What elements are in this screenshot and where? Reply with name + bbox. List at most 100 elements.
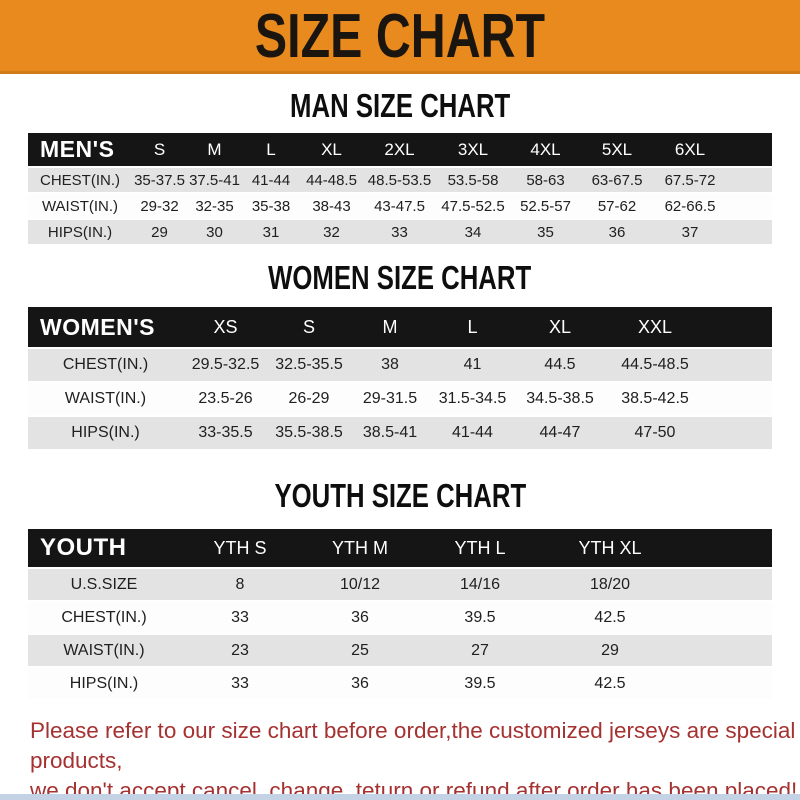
- size-column-header: 3XL: [436, 133, 510, 166]
- size-column-header: XL: [515, 307, 605, 347]
- size-value-cell: 48.5-53.5: [363, 168, 436, 192]
- table-cell-holder: 44.5: [515, 349, 605, 381]
- table-cell-holder: 41-44: [242, 168, 300, 192]
- table-cell-holder: 44-48.5: [300, 168, 363, 192]
- row-filler-cell: [727, 168, 772, 192]
- size-value-cell: 38: [350, 349, 430, 381]
- size-column-header: YTH XL: [540, 529, 680, 567]
- table-cell-holder: 44.5-48.5: [605, 349, 705, 381]
- table-cell-holder: 29: [540, 635, 680, 666]
- table-cell-holder: 42.5: [540, 668, 680, 699]
- size-value-cell: 53.5-58: [436, 168, 510, 192]
- size-value-cell: 29-31.5: [350, 383, 430, 415]
- table-cell-holder: [727, 168, 772, 192]
- size-column-header: M: [187, 133, 242, 166]
- table-cell-holder: WAIST(IN.): [28, 635, 180, 666]
- table-cell-holder: 58-63: [510, 168, 581, 192]
- table-cell-holder: 29-32: [132, 194, 187, 218]
- size-column-header: M: [350, 307, 430, 347]
- size-value-cell: 29.5-32.5: [183, 349, 268, 381]
- size-column-header: XL: [300, 133, 363, 166]
- size-value-cell: 36: [300, 668, 420, 699]
- size-column-header: S: [268, 307, 350, 347]
- row-label: WAIST(IN.): [28, 194, 132, 218]
- table-cell-holder: 10/12: [300, 569, 420, 600]
- row-label: HIPS(IN.): [28, 417, 183, 449]
- row-label: U.S.SIZE: [28, 569, 180, 600]
- table-cell-holder: 44-47: [515, 417, 605, 449]
- size-value-cell: 58-63: [510, 168, 581, 192]
- table-cell-holder: HIPS(IN.): [28, 220, 132, 244]
- size-value-cell: 36: [581, 220, 653, 244]
- table-cell-holder: 25: [300, 635, 420, 666]
- table-cell-holder: 37.5-41: [187, 168, 242, 192]
- row-filler-cell: [680, 635, 772, 666]
- size-value-cell: 41-44: [242, 168, 300, 192]
- table-cell-holder: 33: [363, 220, 436, 244]
- table-cell-holder: 62-66.5: [653, 194, 727, 218]
- size-value-cell: 41-44: [430, 417, 515, 449]
- table-cell-holder: 63-67.5: [581, 168, 653, 192]
- size-value-cell: 32.5-35.5: [268, 349, 350, 381]
- table-cell-holder: CHEST(IN.): [28, 602, 180, 633]
- size-table: YOUTH YTH S YTH M YTH L YTH XL U.S.SIZE 8 10/12…: [28, 529, 772, 699]
- table-cell-holder: 8: [180, 569, 300, 600]
- size-value-cell: 44-48.5: [300, 168, 363, 192]
- size-value-cell: 36: [300, 602, 420, 633]
- section-heading-text: WOMEN SIZE CHART: [268, 259, 532, 296]
- table-cell-holder: 42.5: [540, 602, 680, 633]
- row-filler-cell: [705, 383, 772, 415]
- size-value-cell: 35-37.5: [132, 168, 187, 192]
- size-chart-section-2: YOUTH SIZE CHART YOUTH YTH S YTH M YTH L YTH …: [0, 479, 800, 699]
- size-value-cell: 43-47.5: [363, 194, 436, 218]
- section-heading: YOUTH SIZE CHART: [0, 479, 800, 513]
- size-column-header: XXL: [605, 307, 705, 347]
- table-cell-holder: 33-35.5: [183, 417, 268, 449]
- table-title-cell: MEN'S: [28, 133, 132, 166]
- bottom-edge-strip: [0, 794, 800, 800]
- size-value-cell: 34: [436, 220, 510, 244]
- table-cell-holder: 38.5-42.5: [605, 383, 705, 415]
- size-value-cell: 41: [430, 349, 515, 381]
- table-cell-holder: 33: [180, 668, 300, 699]
- size-column-header: L: [242, 133, 300, 166]
- size-value-cell: 14/16: [420, 569, 540, 600]
- size-value-cell: 18/20: [540, 569, 680, 600]
- size-column-header: L: [430, 307, 515, 347]
- row-filler-cell: [680, 569, 772, 600]
- banner: SIZE CHART: [0, 0, 800, 74]
- size-column-header: 5XL: [581, 133, 653, 166]
- size-value-cell: 29: [540, 635, 680, 666]
- size-value-cell: 44-47: [515, 417, 605, 449]
- table-cell-holder: [680, 635, 772, 666]
- table-cell-holder: 18/20: [540, 569, 680, 600]
- size-table: MEN'S S M L XL 2XL 3XL 4XL 5XL 6XL CHEST(IN.) 35-37…: [28, 133, 772, 244]
- section-heading: MAN SIZE CHART: [0, 89, 800, 123]
- size-value-cell: 38.5-42.5: [605, 383, 705, 415]
- size-value-cell: 44.5: [515, 349, 605, 381]
- table-cell-holder: 48.5-53.5: [363, 168, 436, 192]
- size-chart-section-1: WOMEN SIZE CHART WOMEN'S XS S M L XL XXL CHEST(I…: [0, 261, 800, 449]
- table-cell-holder: 33: [180, 602, 300, 633]
- table-cell-holder: 36: [300, 602, 420, 633]
- table-cell-holder: 35: [510, 220, 581, 244]
- size-value-cell: 37.5-41: [187, 168, 242, 192]
- size-value-cell: 23: [180, 635, 300, 666]
- table-cell-holder: 35-38: [242, 194, 300, 218]
- table-cell-holder: WAIST(IN.): [28, 194, 132, 218]
- table-cell-holder: [680, 602, 772, 633]
- table-cell-holder: CHEST(IN.): [28, 349, 183, 381]
- size-value-cell: 31: [242, 220, 300, 244]
- table-cell-holder: 32.5-35.5: [268, 349, 350, 381]
- table-cell-holder: 35.5-38.5: [268, 417, 350, 449]
- table-cell-holder: 67.5-72: [653, 168, 727, 192]
- page-title: SIZE CHART: [214, 6, 586, 68]
- table-cell-holder: 43-47.5: [363, 194, 436, 218]
- page-title-text: SIZE CHART: [254, 2, 546, 71]
- size-value-cell: 52.5-57: [510, 194, 581, 218]
- table-cell-holder: 38-43: [300, 194, 363, 218]
- table-cell-holder: 38.5-41: [350, 417, 430, 449]
- row-label: WAIST(IN.): [28, 383, 183, 415]
- notice-line-1: Please refer to our size chart before or…: [30, 718, 796, 773]
- table-title-cell: YOUTH: [28, 529, 180, 567]
